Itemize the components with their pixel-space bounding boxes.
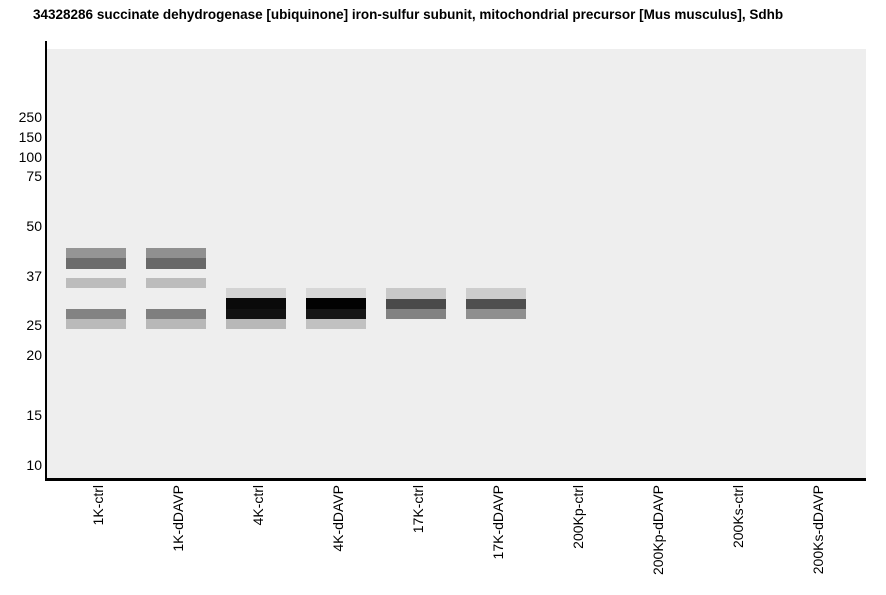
y-tick-label: 100 [18,149,42,165]
y-tick-label: 75 [26,168,42,184]
gel-band [66,309,126,319]
gel-band [386,299,446,309]
y-tick-label: 50 [26,218,42,234]
gel-band [66,248,126,258]
gel-band [466,299,526,309]
lane-label: 17K-dDAVP [490,484,565,559]
x-axis-line [45,478,866,481]
lane-label-text: 17K-ctrl [410,485,426,534]
gel-band [226,298,286,309]
gel-band [386,309,446,319]
y-tick-label: 25 [26,317,42,333]
gel-band [146,258,206,269]
gel-band [306,319,366,329]
gel-band [226,288,286,298]
gel-band [66,258,126,269]
lane-label: 1K-dDAVP [170,484,238,552]
gel-band [386,288,446,299]
lane-label-text: 200Ks-dDAVP [810,485,826,575]
lane-label-text: 4K-ctrl [250,485,266,526]
lane-label: 200Kp-ctrl [570,484,635,549]
y-tick-label: 10 [26,457,42,473]
lane-label: 17K-ctrl [410,484,459,533]
lane-label-text: 200Kp-ctrl [570,485,586,549]
gel-band [66,278,126,288]
gel-band [306,309,366,319]
lane-label-text: 1K-dDAVP [170,485,186,552]
gel-band [146,309,206,319]
gel-band [66,319,126,329]
gel-band [306,298,366,309]
lane-label: 200Ks-dDAVP [810,484,886,574]
gel-band [226,319,286,329]
lane-label: 4K-dDAVP [330,484,398,552]
gel-band [466,309,526,319]
lane-label-text: 4K-dDAVP [330,485,346,552]
lane-label-text: 200Kp-dDAVP [650,485,666,576]
lane-label-text: 200Ks-ctrl [730,485,746,549]
lane-label: 4K-ctrl [250,484,291,525]
lane-label: 200Kp-dDAVP [650,484,741,575]
gel-band [146,248,206,258]
y-tick-label: 15 [26,407,42,423]
lane-label: 1K-ctrl [90,484,131,525]
y-tick-label: 20 [26,347,42,363]
figure-title: 34328286 succinate dehydrogenase [ubiqui… [33,7,784,22]
gel-band [306,288,366,298]
gel-band [466,288,526,299]
lane-label-text: 1K-ctrl [90,485,106,526]
lane-label: 200Ks-ctrl [730,484,794,548]
y-tick-label: 150 [18,129,42,145]
gel-band [226,309,286,319]
y-tick-label: 37 [26,268,42,284]
y-axis-line [45,41,47,481]
lane-label-text: 17K-dDAVP [490,485,506,560]
gel-band [146,319,206,329]
gel-band [146,278,206,288]
y-tick-label: 250 [18,109,42,125]
